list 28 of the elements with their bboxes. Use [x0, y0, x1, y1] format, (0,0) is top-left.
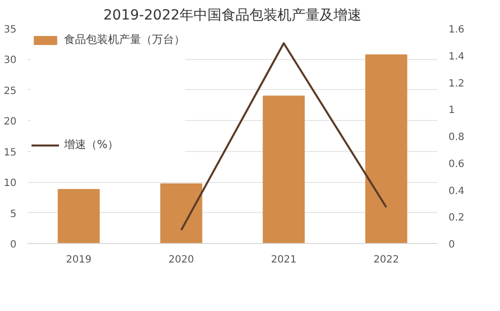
bar	[262, 96, 305, 244]
x-tick-label: 2020	[168, 254, 194, 266]
legend-label: 增速（%）	[64, 137, 118, 152]
y2-tick-label: 0.6	[448, 158, 464, 170]
y2-tick-label: 0.4	[448, 186, 464, 197]
y-tick-label: 30	[4, 55, 17, 66]
chart-title: 2019-2022年中国食品包装机产量及增速	[103, 8, 362, 24]
y-tick-label: 20	[4, 116, 17, 128]
y2-tick-label: 1.4	[448, 51, 464, 62]
x-tick-label: 2022	[374, 254, 399, 266]
bar	[365, 54, 408, 244]
y2-tick-label: 0.8	[448, 132, 464, 143]
y-tick-label: 35	[4, 24, 17, 36]
y-tick-label: 5	[10, 208, 17, 220]
y2-tick-label: 0	[448, 240, 455, 250]
x-tick-label: 2021	[271, 254, 296, 266]
legend-label: 食品包装机产量（万台）	[64, 32, 185, 47]
y2-tick-label: 1.2	[448, 78, 464, 90]
y-tick-label: 0	[10, 240, 17, 250]
bar	[160, 183, 202, 244]
y2-tick-label: 1.6	[448, 24, 464, 36]
x-tick-label: 2019	[66, 254, 92, 266]
y2-tick-label: 0.2	[448, 212, 464, 224]
y-tick-label: 25	[4, 86, 17, 97]
y-tick-label: 10	[4, 178, 17, 190]
y2-tick-label: 1	[448, 105, 455, 116]
y-tick-label: 15	[4, 147, 17, 158]
bar	[58, 188, 100, 244]
